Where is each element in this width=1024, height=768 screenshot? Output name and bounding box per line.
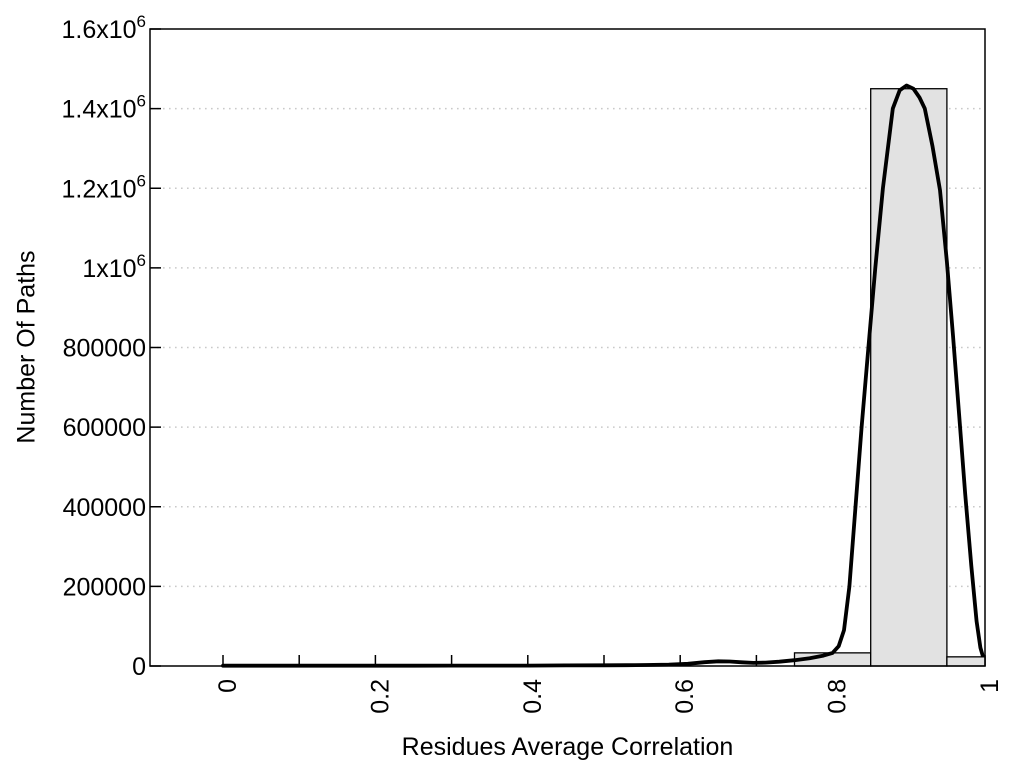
y-tick-label: 200000 — [63, 573, 146, 601]
y-tick-label: 1.2x106 — [61, 171, 146, 203]
histogram-bar — [946, 656, 986, 667]
x-tick-label: 1 — [976, 679, 1004, 693]
y-tick-label: 1x106 — [82, 251, 146, 283]
x-axis-title: Residues Average Correlation — [401, 733, 734, 761]
fit-curve — [221, 83, 985, 668]
x-tick-label: 0.8 — [824, 679, 852, 714]
y-tick-label: 600000 — [63, 414, 146, 442]
y-axis-title: Number Of Paths — [12, 250, 41, 444]
x-tick-label: 0.6 — [671, 679, 699, 714]
y-tick-label: 800000 — [63, 335, 146, 363]
x-tick-label: 0.2 — [366, 679, 394, 714]
y-tick-label: 0 — [132, 653, 146, 681]
histogram-bar — [870, 88, 948, 667]
y-tick-label: 1.6x106 — [61, 12, 146, 44]
y-tick-label: 1.4x106 — [61, 92, 146, 124]
x-tick-label: 0 — [214, 679, 242, 693]
y-tick-label: 400000 — [63, 494, 146, 522]
x-tick-label: 0.4 — [519, 679, 547, 714]
